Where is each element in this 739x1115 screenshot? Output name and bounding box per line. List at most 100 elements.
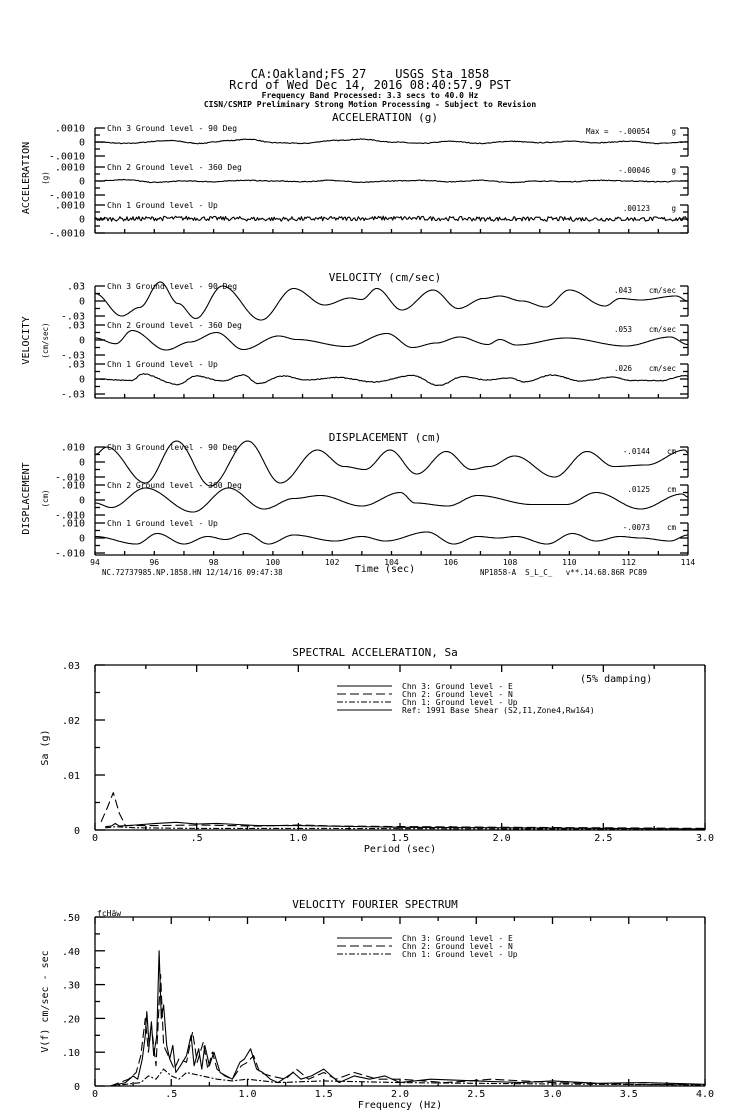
channel-label: Chn 1 Ground level - Up: [107, 360, 218, 369]
frequency-band: Frequency Band Processed: 3.3 secs to 40…: [262, 91, 479, 100]
y-tick-label-top: .0010: [55, 163, 85, 174]
legend-label: Chn 3: Ground level - E: [402, 682, 513, 691]
max-unit: cm: [667, 485, 677, 494]
time-tick-label: 106: [444, 558, 459, 567]
x-tick-label: 2.5: [467, 1089, 485, 1100]
max-value: -.0144: [623, 447, 651, 456]
max-value: -.0073: [623, 523, 650, 532]
channel-trace-group: .0010 0 -.0010 Chn 2 Ground level - 360 Deg…: [49, 163, 689, 202]
y-tick-label-bottom: -.010: [55, 549, 85, 560]
x-tick-label: 0: [92, 833, 98, 844]
time-tick-label: 110: [562, 558, 577, 567]
max-unit: g: [671, 166, 676, 175]
panel-title: VELOCITY (cm/sec): [329, 271, 442, 284]
legend-label: Ref: 1991 Base Shear (S2,I1,Zone4,Rw1&4): [402, 706, 595, 715]
waveform-trace: [94, 215, 689, 222]
channel-label: Chn 3 Ground level - 90 Deg: [107, 443, 237, 452]
channel-trace-group: .03 0 -.03 Chn 3 Ground level - 90 Deg .043 c…: [61, 281, 689, 323]
panel-title: DISPLACEMENT (cm): [329, 431, 442, 444]
x-tick-label: 3.0: [696, 833, 714, 844]
y-tick-label: .20: [62, 1014, 80, 1025]
waveform-trace: [94, 440, 689, 487]
x-tick-label: 1.5: [391, 833, 409, 844]
fourier-spectrum-chart: VELOCITY FOURIER SPECTRUM 0 .5 1.0 1.5 2.0 2.5…: [40, 898, 714, 1111]
series-line: [105, 826, 706, 831]
damping-note: (5% damping): [580, 674, 652, 685]
y-tick-label-bottom: -.03: [61, 390, 85, 401]
time-tick-label: 98: [209, 558, 219, 567]
max-unit: cm/sec: [649, 286, 676, 295]
y-tick-label-bottom: -.03: [61, 351, 85, 362]
waveform-trace: [95, 329, 689, 351]
channel-trace-group: .010 0 -.010 Chn 2 Ground level - 360 Deg .0…: [55, 481, 689, 522]
y-tick-label-top: .010: [61, 519, 85, 530]
channel-trace-group: .010 0 -.010 Chn 1 Ground level - Up -.0073 c…: [55, 519, 689, 560]
y-tick-label: 0: [74, 826, 80, 837]
y-tick-label-zero: 0: [79, 336, 85, 347]
channel-label: Chn 1 Ground level - Up: [107, 201, 218, 210]
y-axis-unit: (cm/sec): [41, 322, 50, 358]
series-line: [110, 973, 706, 1087]
x-axis-label: Period (sec): [364, 844, 436, 855]
y-tick-label-top: .0010: [55, 201, 85, 212]
record-id: NC.72737985.NP.1858.HN 12/14/16 09:47:38: [102, 568, 283, 577]
y-tick-label: .50: [62, 913, 80, 924]
max-unit: cm: [667, 447, 677, 456]
legend-label: Chn 2: Ground level - N: [402, 942, 513, 951]
time-tick-label: 114: [681, 558, 696, 567]
max-value: -.00046: [618, 166, 650, 175]
channel-label: Chn 2 Ground level - 360 Deg: [107, 163, 242, 172]
time-tick-label: 102: [325, 558, 340, 567]
y-tick-label: .03: [62, 661, 80, 672]
x-tick-label: 2.0: [391, 1089, 409, 1100]
waveform-trace: [94, 138, 689, 145]
series-line: [110, 1068, 706, 1087]
max-unit: cm/sec: [649, 364, 676, 373]
legend-label: Chn 2: Ground level - N: [402, 690, 513, 699]
processing-note: CISN/CSMIP Preliminary Strong Motion Pro…: [204, 99, 537, 109]
time-axis-label: Time (sec): [355, 564, 415, 575]
legend-label: Chn 1: Ground level - Up: [402, 698, 518, 707]
series-line: [110, 950, 706, 1087]
channel-label: Chn 3 Ground level - 90 Deg: [107, 124, 237, 133]
y-tick-label: .10: [62, 1048, 80, 1059]
y-axis-label: ACCELERATION: [21, 142, 32, 214]
processing-id: NP1858-A S_L_C_ v**.14.68.86R PC89: [480, 568, 647, 577]
max-unit: cm: [667, 523, 677, 532]
y-tick-label-zero: 0: [79, 177, 85, 188]
y-tick-label-zero: 0: [79, 375, 85, 386]
y-axis-label: DISPLACEMENT: [21, 462, 32, 534]
channel-label: Chn 2 Ground level - 360 Deg: [107, 481, 242, 490]
y-tick-label-top: .03: [67, 321, 85, 332]
max-unit: g: [671, 127, 676, 136]
panel-title: ACCELERATION (g): [332, 111, 438, 124]
x-tick-label: .5: [191, 833, 203, 844]
waveform-trace: [95, 531, 689, 545]
x-tick-label: 0: [92, 1089, 98, 1100]
max-unit: g: [671, 204, 676, 213]
series-line: [100, 792, 706, 829]
y-tick-label-top: .03: [67, 360, 85, 371]
max-prefix: Max =: [586, 127, 609, 136]
channel-trace-group: .0010 0 -.0010 Chn 1 Ground level - Up .0012…: [49, 201, 689, 240]
series-line: [105, 821, 706, 830]
waveform-trace: [95, 178, 689, 184]
y-tick-label-zero: 0: [79, 138, 85, 149]
x-tick-label: 1.0: [238, 1089, 256, 1100]
panel-displacement: DISPLACEMENT (cm) DISPLACEMENT (cm) 94 96 98 1…: [21, 431, 695, 567]
panel-acceleration: ACCELERATION (g) ACCELERATION (g) .0010 0 -.0…: [21, 111, 689, 240]
y-tick-label-bottom: -.0010: [49, 152, 85, 163]
y-tick-label-bottom: -.0010: [49, 229, 85, 240]
x-tick-label: 3.5: [620, 1089, 638, 1100]
waveform-trace: [94, 373, 689, 387]
x-tick-label: .5: [165, 1089, 177, 1100]
record-time: Rcrd of Wed Dec 14, 2016 08:40:57.9 PST: [229, 78, 511, 92]
time-tick-label: 112: [621, 558, 636, 567]
time-tick-label: 108: [503, 558, 518, 567]
spectral-acceleration-chart: SPECTRAL ACCELERATION, Sa 0 .5 1.0 1.5 2.0 2.5…: [40, 646, 714, 855]
y-tick-label-top: .010: [61, 443, 85, 454]
station-title: CA:Oakland;FS 27 USGS Sta 1858: [251, 67, 489, 81]
y-axis-label: VELOCITY: [21, 316, 32, 364]
max-value: .053: [614, 325, 632, 334]
x-tick-label: 4.0: [696, 1089, 714, 1100]
